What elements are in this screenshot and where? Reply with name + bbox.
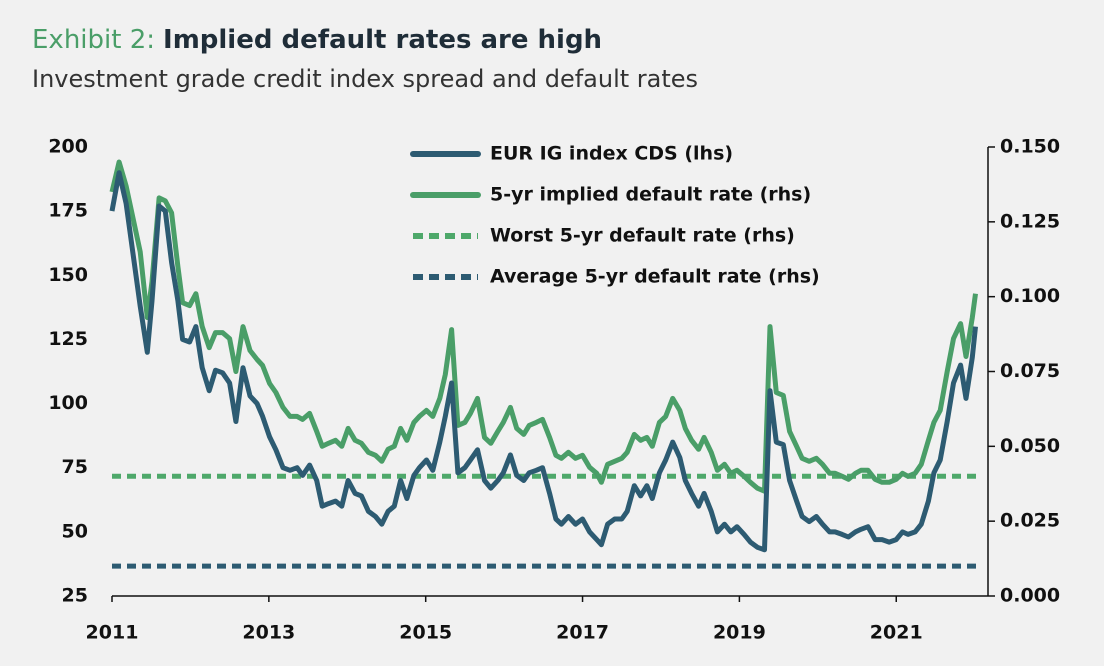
y-tick-label: 200 (48, 136, 88, 158)
x-tick-label: 2011 (86, 622, 139, 644)
y-tick-label: 25 (62, 585, 88, 607)
x-tick-label: 2021 (870, 622, 923, 644)
y2-tick-label: 0.075 (1000, 360, 1060, 382)
x-tick-label: 2019 (713, 622, 766, 644)
y2-tick-label: 0.000 (1000, 585, 1060, 607)
y-tick-label: 150 (48, 264, 88, 286)
x-tick-label: 2015 (399, 622, 452, 644)
x-tick-label: 2017 (556, 622, 609, 644)
legend-label: 5-yr implied default rate (rhs) (490, 184, 811, 206)
y2-tick-label: 0.100 (1000, 285, 1060, 307)
x-tick-label: 2013 (242, 622, 295, 644)
y-tick-label: 100 (48, 392, 88, 414)
title-label: Exhibit 2: (32, 25, 155, 55)
series-line (109, 170, 978, 553)
y-tick-label: 125 (48, 328, 88, 350)
y2-tick-label: 0.150 (1000, 136, 1060, 158)
y-tick-label: 75 (62, 456, 88, 478)
y2-tick-label: 0.050 (1000, 435, 1060, 457)
y-tick-label: 175 (48, 200, 88, 222)
y2-tick-label: 0.125 (1000, 210, 1060, 232)
legend-label: Average 5-yr default rate (rhs) (490, 266, 820, 288)
title-text: Implied default rates are high (163, 25, 602, 55)
subtitle: Investment grade credit index spread and… (32, 65, 698, 93)
series-line (109, 159, 978, 494)
y-tick-label: 50 (62, 520, 88, 542)
legend-label: EUR IG index CDS (lhs) (490, 143, 733, 165)
chart-title: Exhibit 2: Implied default rates are high (32, 25, 602, 55)
legend-label: Worst 5-yr default rate (rhs) (490, 225, 795, 247)
y2-tick-label: 0.025 (1000, 510, 1060, 532)
